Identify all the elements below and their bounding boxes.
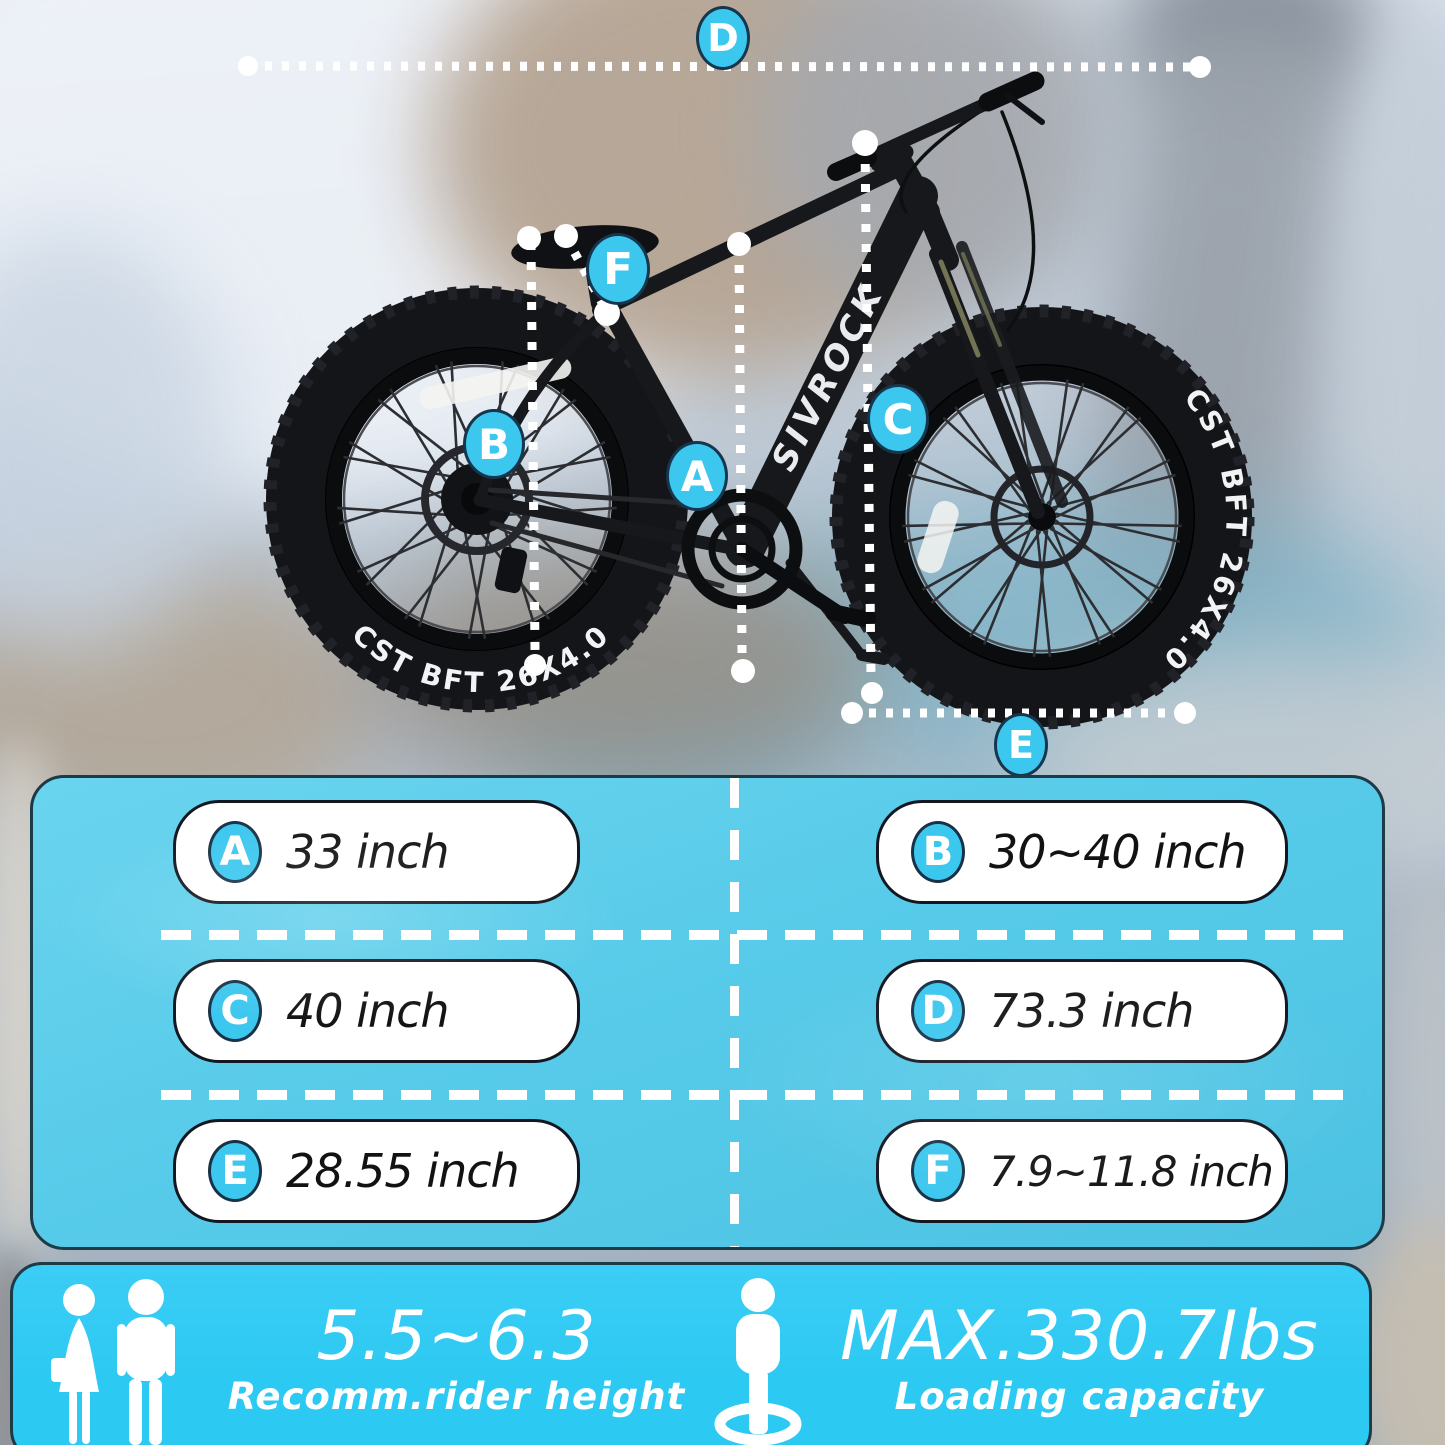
- stem: [870, 144, 914, 172]
- panel-vertical-divider: [730, 778, 739, 1247]
- spec-letter-a: A: [208, 821, 262, 883]
- marker-a: A: [666, 441, 728, 511]
- spec-pill-c: C 40 inch: [173, 959, 580, 1063]
- footer-bar: 5.5~6.3 Recomm.rider height MAX.330.7Ibs…: [10, 1262, 1372, 1445]
- chainring: [681, 488, 803, 610]
- marker-d: D: [696, 6, 750, 70]
- front-wheel-spokes: [902, 379, 1182, 657]
- spec-letter-f: F: [911, 1140, 965, 1202]
- spec-pill-b: B 30~40 inch: [876, 800, 1288, 904]
- marker-b: B: [463, 409, 525, 479]
- spec-letter-d: D: [911, 980, 965, 1042]
- pedal: [825, 603, 877, 629]
- spec-letter-b: B: [911, 821, 965, 883]
- spec-pill-e: E 28.55 inch: [173, 1119, 580, 1223]
- spec-value-b: 30~40 inch: [989, 825, 1247, 879]
- spec-letter-c: C: [208, 980, 262, 1042]
- loading-capacity-section: MAX.330.7Ibs Loading capacity: [691, 1265, 1339, 1445]
- rider-height-value: 5.5~6.3: [316, 1297, 597, 1377]
- loading-capacity-icon: [714, 1278, 802, 1445]
- marker-f: F: [586, 233, 650, 305]
- spec-pill-a: A 33 inch: [173, 800, 580, 904]
- panel-horizontal-divider-1: [161, 930, 1347, 940]
- marker-c: C: [867, 384, 929, 454]
- spec-value-d: 73.3 inch: [989, 984, 1194, 1038]
- rider-height-icon: [50, 1279, 175, 1445]
- front-wheel-reflector: [917, 500, 959, 574]
- loading-capacity-value: MAX.330.7Ibs: [840, 1297, 1319, 1377]
- spec-pill-d: D 73.3 inch: [876, 959, 1288, 1063]
- rider-height-label: Recomm.rider height: [227, 1374, 686, 1418]
- derailleur: [494, 546, 528, 594]
- measurement-line-b: [526, 241, 540, 651]
- marker-e: E: [994, 713, 1048, 777]
- panel-horizontal-divider-2: [161, 1090, 1347, 1100]
- spec-value-f: 7.9~11.8 inch: [989, 1146, 1274, 1196]
- bike-illustration: CST BFT 26X4.0 CST BFT 26X4.0: [263, 71, 1255, 730]
- front-wheel: CST BFT 26X4.0: [829, 304, 1255, 730]
- rider-height-section: 5.5~6.3 Recomm.rider height: [43, 1265, 691, 1445]
- spec-panel: A 33 inch B 30~40 inch C 40 inch D 73.3 …: [30, 775, 1385, 1250]
- spec-value-a: 33 inch: [286, 825, 450, 879]
- spec-value-e: 28.55 inch: [286, 1144, 520, 1198]
- loading-capacity-label: Loading capacity: [894, 1374, 1265, 1418]
- spec-letter-e: E: [208, 1140, 262, 1202]
- spec-pill-f: F 7.9~11.8 inch: [876, 1119, 1288, 1223]
- brake-lever: [1005, 93, 1045, 125]
- measurement-overlay: [238, 56, 1211, 724]
- measurement-line-a: [734, 244, 747, 656]
- spec-value-c: 40 inch: [286, 984, 450, 1038]
- crank-arm: [735, 542, 852, 624]
